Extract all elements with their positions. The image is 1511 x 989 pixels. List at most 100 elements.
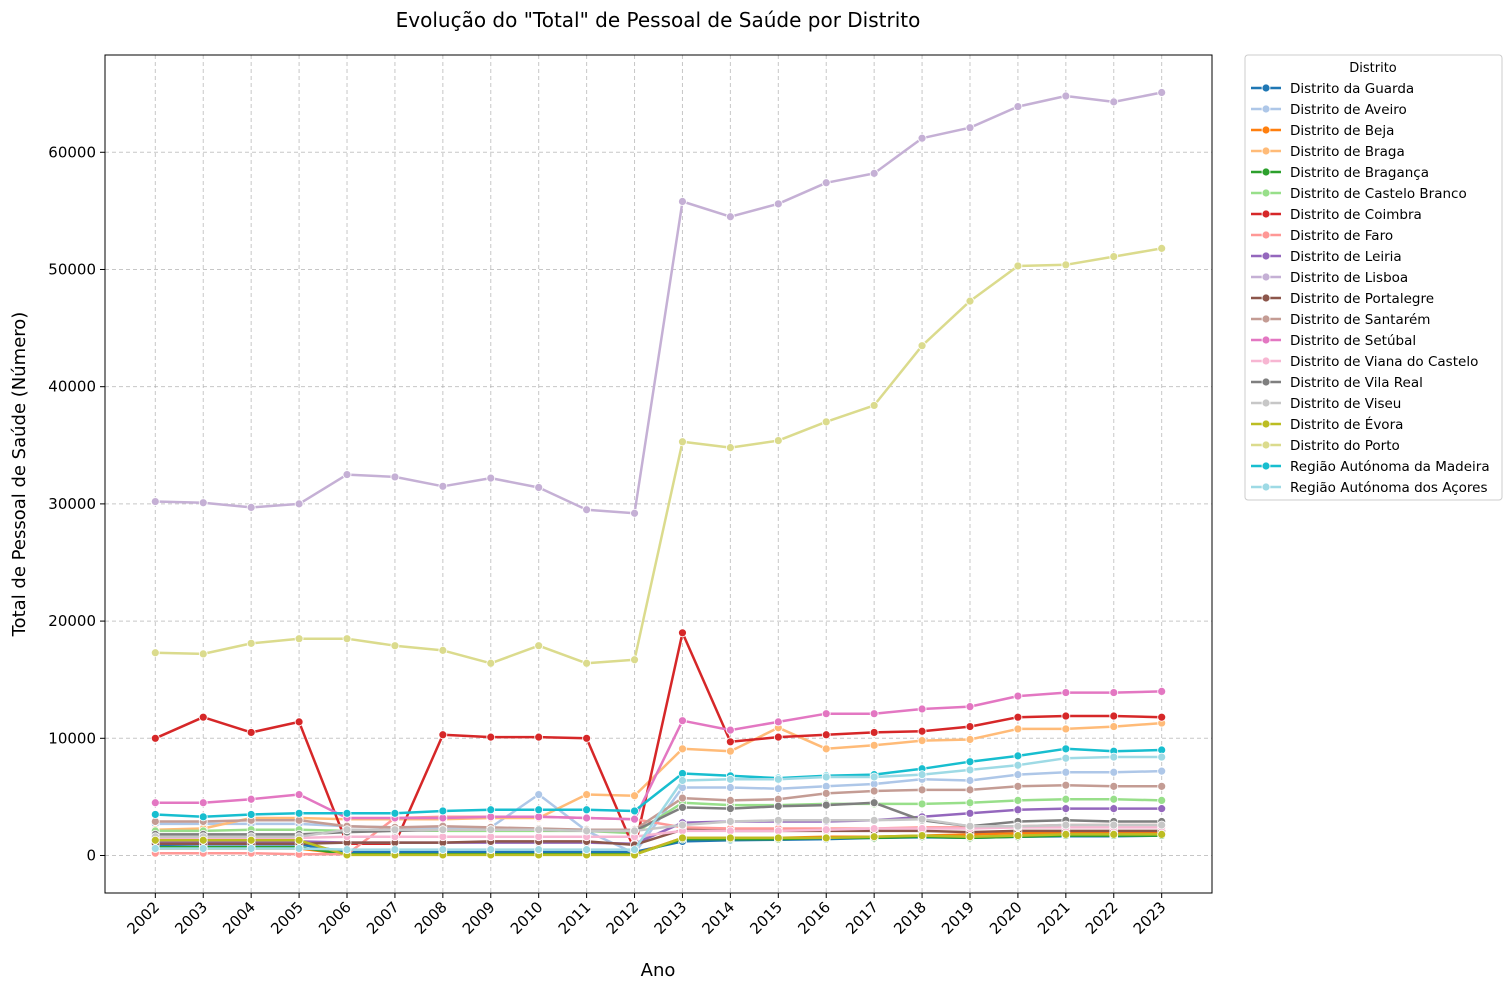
legend-marker <box>1261 209 1271 219</box>
data-point <box>486 845 496 855</box>
legend-item: Distrito de Beja <box>1251 123 1394 139</box>
legend-label: Distrito de Beja <box>1290 123 1394 139</box>
data-point <box>150 844 160 853</box>
legend-marker <box>1261 167 1271 177</box>
y-axis-label: Total de Pessoal de Saúde (Número) <box>9 312 30 638</box>
data-point <box>869 824 879 833</box>
legend-label: Distrito de Bragança <box>1290 165 1429 181</box>
data-point <box>198 812 208 822</box>
data-point <box>678 197 687 206</box>
data-point <box>630 791 639 801</box>
data-point <box>1157 752 1167 762</box>
data-point <box>582 826 592 836</box>
data-point <box>1013 751 1023 761</box>
legend-item: Distrito de Braga <box>1251 144 1405 160</box>
legend-marker <box>1261 230 1271 240</box>
data-point <box>1109 752 1119 762</box>
data-point <box>869 709 879 719</box>
data-point <box>390 825 400 835</box>
y-tick-label: 0 <box>86 846 96 864</box>
legend-item: Distrito de Aveiro <box>1251 102 1407 118</box>
legend-marker <box>1261 377 1271 387</box>
data-point <box>773 436 783 445</box>
data-point <box>965 798 975 808</box>
series-19 <box>150 752 1167 855</box>
data-point <box>1157 829 1167 839</box>
x-tick-label: 2018 <box>890 898 930 938</box>
legend-marker <box>1261 356 1271 366</box>
data-point <box>678 744 687 754</box>
x-tick-label: 2011 <box>555 898 595 938</box>
data-point <box>534 790 544 799</box>
y-tick-label: 50000 <box>48 260 96 278</box>
data-point <box>965 785 975 795</box>
data-point <box>1109 820 1119 830</box>
legend-label: Distrito de Viana do Castelo <box>1290 354 1478 370</box>
data-point <box>342 470 352 479</box>
legend-item: Distrito de Coimbra <box>1251 207 1422 223</box>
legend: Distrito Distrito da Guarda Distrito de A… <box>1244 54 1503 501</box>
data-point <box>534 805 544 815</box>
x-tick-label: 2003 <box>171 898 211 938</box>
x-tick-label: 2009 <box>459 898 499 938</box>
data-point <box>342 634 352 644</box>
legend-label: Distrito de Faro <box>1290 228 1393 244</box>
data-point <box>1157 796 1167 805</box>
data-point <box>582 813 592 823</box>
x-tick-label: 2017 <box>842 898 882 938</box>
data-point <box>725 212 735 222</box>
data-point <box>725 746 735 756</box>
data-point <box>1157 243 1167 253</box>
data-point <box>630 508 639 518</box>
legend-item: Distrito de Bragança <box>1251 165 1429 181</box>
data-point <box>1013 796 1023 805</box>
x-tick-label: 2012 <box>603 898 643 938</box>
legend-marker <box>1261 272 1271 282</box>
data-point <box>917 831 927 840</box>
data-point <box>965 296 975 306</box>
data-point <box>390 472 400 482</box>
data-point <box>246 844 256 853</box>
y-tick-label: 40000 <box>48 378 96 396</box>
data-point <box>582 505 592 515</box>
data-point <box>725 737 735 747</box>
data-point <box>1157 88 1167 97</box>
data-point <box>246 835 256 845</box>
x-tick-label: 2006 <box>315 898 355 938</box>
data-point <box>198 712 208 722</box>
data-point <box>821 178 831 188</box>
data-point <box>294 717 304 727</box>
series-line <box>155 91 1162 515</box>
data-point <box>773 732 783 742</box>
data-point <box>198 798 208 808</box>
legend-marker <box>1261 188 1271 198</box>
data-point <box>342 845 352 855</box>
data-point <box>917 704 927 714</box>
data-point <box>869 728 879 737</box>
data-point <box>869 401 879 410</box>
data-point <box>1061 804 1071 814</box>
data-point <box>1013 712 1023 722</box>
data-point <box>246 728 256 737</box>
x-tick-label: 2013 <box>651 898 691 938</box>
data-point <box>630 806 639 816</box>
legend-item: Região Autónoma da Madeira <box>1251 459 1490 475</box>
data-point <box>678 803 687 812</box>
data-point <box>198 649 208 659</box>
data-point <box>1013 781 1023 791</box>
data-point <box>486 473 496 483</box>
series-line <box>155 690 1162 821</box>
x-tick-label: 2008 <box>411 898 451 938</box>
data-point <box>869 815 879 825</box>
data-point <box>294 835 304 845</box>
x-axis-label: Ano <box>641 960 676 981</box>
data-point <box>725 725 735 735</box>
data-point <box>630 655 639 665</box>
data-point <box>1013 760 1023 770</box>
legend-label: Distrito do Porto <box>1290 438 1400 454</box>
data-point <box>678 820 687 830</box>
data-point <box>869 740 879 750</box>
series-line <box>155 833 1162 857</box>
data-point <box>1157 781 1167 791</box>
